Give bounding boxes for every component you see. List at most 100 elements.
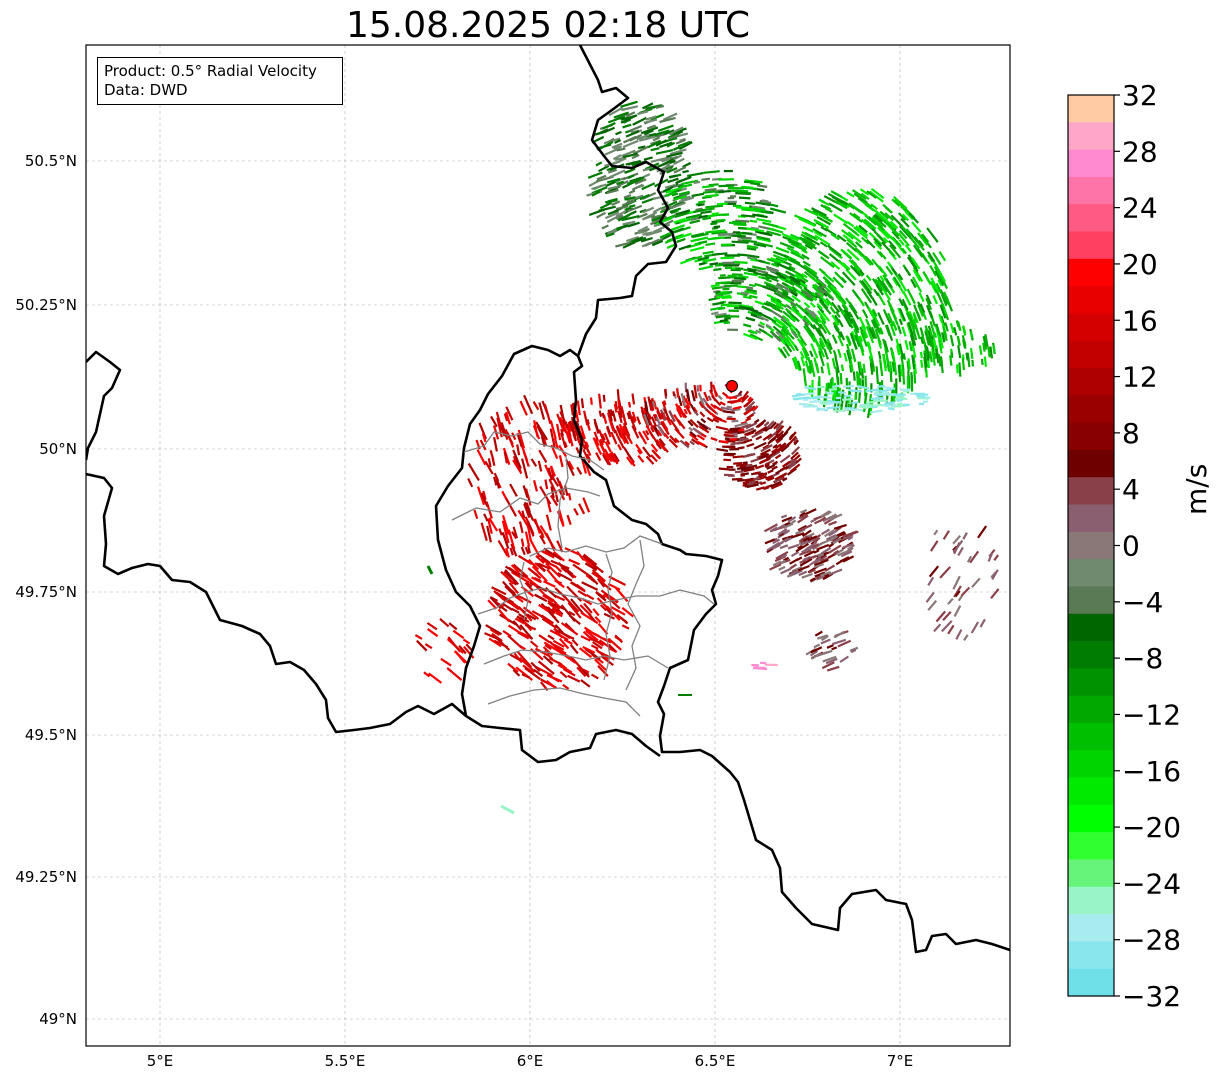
- echo-streak: [814, 571, 826, 578]
- echo-streak: [741, 185, 754, 189]
- echo-streak: [831, 638, 847, 646]
- echo-streak: [538, 402, 546, 420]
- echo-streak: [627, 204, 643, 213]
- echo-streak: [858, 405, 867, 409]
- echo-streak: [865, 238, 876, 249]
- echo-streak: [807, 535, 818, 542]
- echo-streak: [801, 272, 808, 279]
- echo-streak: [774, 472, 788, 481]
- echo-streak: [778, 274, 787, 280]
- echo-streak: [798, 570, 808, 577]
- echo-streak: [884, 403, 897, 408]
- echo-streak: [497, 539, 509, 557]
- echo-streak: [824, 529, 835, 538]
- echo-streak: [826, 399, 841, 404]
- echo-streak: [596, 211, 607, 219]
- echo-streak: [867, 342, 872, 351]
- echo-streak: [789, 558, 799, 565]
- echo-streak: [712, 226, 719, 230]
- echo-streak: [708, 183, 719, 187]
- echo-streak: [549, 465, 556, 477]
- echo-streak: [616, 180, 625, 186]
- echo-streak: [826, 362, 831, 376]
- echo-streak: [617, 410, 623, 424]
- echo-streak: [641, 241, 651, 248]
- echo-streak: [582, 630, 594, 641]
- echo-streak: [552, 551, 565, 562]
- echo-streak: [843, 309, 854, 324]
- echo-streak: [507, 529, 516, 550]
- echo-streak: [799, 557, 813, 567]
- echo-streak: [916, 394, 926, 398]
- echo-streak: [582, 448, 591, 464]
- echo-streak: [738, 196, 751, 200]
- echo-streak: [854, 393, 858, 400]
- echo-streak: [563, 595, 580, 613]
- echo-streak: [750, 311, 761, 317]
- echo-streak: [866, 216, 878, 226]
- echo-streak: [801, 347, 809, 360]
- echo-streak: [933, 332, 938, 339]
- echo-streak: [766, 541, 781, 552]
- echo-streak: [621, 215, 640, 222]
- echo-streak: [795, 271, 805, 279]
- echo-streak: [498, 528, 503, 536]
- echo-streak: [558, 455, 564, 468]
- echo-streak: [795, 528, 806, 535]
- echo-streak: [604, 126, 616, 134]
- echo-streak: [816, 543, 830, 551]
- echo-streak: [816, 291, 822, 297]
- colorbar-tick-label: 12: [1122, 361, 1158, 394]
- echo-streak: [566, 585, 583, 602]
- echo-streak: [771, 332, 782, 343]
- echo-streak: [844, 395, 849, 410]
- echo-streak: [720, 440, 728, 444]
- echo-streak: [607, 637, 622, 651]
- echo-streak: [525, 576, 538, 587]
- echo-streak: [603, 432, 611, 445]
- echo-streak: [731, 419, 739, 423]
- echo-streak: [792, 569, 803, 576]
- echo-streak: [883, 388, 893, 392]
- echo-streak: [771, 447, 778, 454]
- echo-streak: [890, 349, 896, 362]
- echo-streak: [837, 348, 842, 359]
- echo-streak: [862, 330, 868, 339]
- echo-streak: [580, 635, 591, 642]
- echo-streak: [570, 656, 584, 672]
- echo-streak: [571, 420, 581, 439]
- echo-streak: [675, 175, 692, 185]
- echo-streak: [739, 437, 746, 441]
- echo-streak: [502, 602, 513, 611]
- echo-streak: [875, 284, 885, 296]
- colorbar-segment: [1068, 149, 1114, 178]
- echo-streak: [826, 406, 841, 410]
- colorbar-segment: [1068, 368, 1114, 396]
- echo-streak: [978, 345, 983, 355]
- echo-streak: [850, 348, 857, 363]
- echo-streak: [560, 622, 579, 636]
- echo-streak: [543, 580, 556, 588]
- echo-streak: [534, 594, 548, 603]
- echo-streak: [607, 409, 613, 422]
- echo-streak: [762, 285, 777, 293]
- echo-streak: [678, 141, 693, 150]
- echo-streak: [898, 318, 904, 326]
- echo-streak: [800, 508, 808, 514]
- echo-streak: [733, 461, 743, 465]
- echo-streak: [738, 437, 749, 442]
- echo-streak: [816, 576, 823, 581]
- echo-streak: [804, 360, 810, 373]
- echo-streak: [698, 214, 708, 219]
- echo-streak: [786, 246, 799, 255]
- echo-streak: [812, 324, 823, 337]
- echo-streak: [622, 152, 638, 159]
- echo-streak: [480, 492, 489, 507]
- echo-streak: [919, 303, 926, 314]
- echo-streak: [958, 362, 962, 377]
- echo-streak: [870, 396, 881, 401]
- echo-streak: [909, 334, 915, 346]
- echo-streak: [535, 562, 547, 572]
- echo-streak: [771, 310, 785, 320]
- echo-streak: [623, 418, 628, 426]
